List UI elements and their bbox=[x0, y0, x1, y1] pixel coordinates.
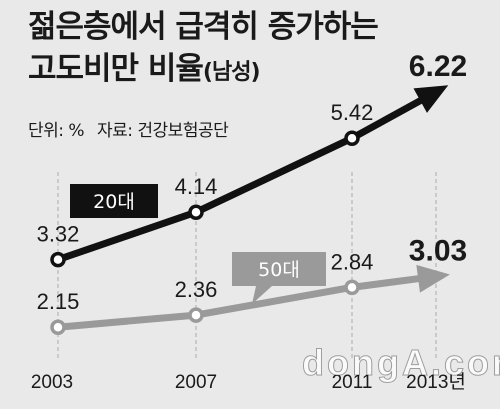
data-point-20s-2011 bbox=[344, 130, 360, 146]
series-tag-label-50s: 50대 bbox=[258, 259, 300, 281]
series-line-20s bbox=[54, 97, 424, 264]
x-tick-label: 2011 bbox=[332, 372, 373, 393]
data-label-50s-2007: 2.36 bbox=[175, 277, 218, 302]
title-line-2: 고도비만 비율(남성) bbox=[28, 48, 378, 94]
series-tag-label-20s: 20대 bbox=[93, 191, 135, 213]
data-point-50s-2011 bbox=[344, 279, 360, 296]
series-arrowhead-50s bbox=[416, 264, 450, 293]
data-label-50s-2013: 3.03 bbox=[409, 234, 467, 267]
data-label-50s-2011: 2.84 bbox=[331, 249, 374, 274]
series-tag-50s bbox=[232, 252, 326, 286]
series-tag-20s bbox=[70, 184, 158, 218]
chart-title: 젊은층에서 급격히 증가하는 고도비만 비율(남성) bbox=[28, 6, 379, 94]
x-tick-label: 2007 bbox=[175, 372, 217, 393]
series-arrowhead-20s bbox=[413, 85, 449, 113]
data-point-20s-2003 bbox=[50, 251, 66, 268]
data-label-50s-2003: 2.15 bbox=[37, 289, 80, 314]
data-label-20s-2011: 5.42 bbox=[331, 100, 374, 125]
watermark: dongA.com bbox=[302, 342, 500, 384]
series-tag-tail-50s bbox=[252, 286, 272, 304]
data-label-20s-2013: 6.22 bbox=[409, 50, 467, 83]
series-line-50s bbox=[54, 275, 422, 331]
data-point-50s-2003 bbox=[50, 319, 66, 335]
data-label-20s-2003: 3.32 bbox=[37, 222, 80, 247]
title-main: 고도비만 비율 bbox=[28, 51, 204, 87]
x-tick-label: 2013년 bbox=[406, 371, 466, 393]
source-label: 자료: 건강보험공단 bbox=[96, 121, 229, 141]
title-line-1: 젊은층에서 급격히 증가하는 bbox=[28, 9, 379, 45]
data-point-50s-2007 bbox=[188, 307, 204, 323]
data-point-20s-2007 bbox=[188, 204, 204, 220]
title-suffix: (남성) bbox=[202, 60, 261, 85]
chart-meta: 단위: % 자료: 건강보험공단 bbox=[28, 116, 229, 141]
unit-label: 단위: % bbox=[28, 121, 85, 141]
data-label-20s-2007: 4.14 bbox=[175, 174, 218, 199]
x-tick-label: 2003 bbox=[31, 372, 73, 393]
